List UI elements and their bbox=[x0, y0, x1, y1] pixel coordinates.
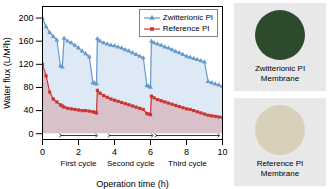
svg-text:120: 120 bbox=[18, 59, 33, 69]
html-text:Reference PI: Reference PI bbox=[162, 24, 210, 33]
html-text:Zwitterionic PI Membrane: Zwitterionic PI Membrane bbox=[254, 64, 306, 84]
svg-text:2: 2 bbox=[76, 147, 81, 157]
svg-text:0: 0 bbox=[28, 129, 33, 139]
svg-text:6: 6 bbox=[148, 147, 153, 157]
html-text:Zwitterionic PI: Zwitterionic PI bbox=[162, 13, 213, 22]
svg-text:80: 80 bbox=[23, 82, 33, 92]
svg-text:Third cycle: Third cycle bbox=[168, 159, 207, 168]
svg-text:First cycle: First cycle bbox=[61, 159, 98, 168]
svg-text:Water flux (L/M²h): Water flux (L/M²h) bbox=[2, 37, 12, 109]
svg-text:4: 4 bbox=[112, 147, 117, 157]
svg-text:Operation time (h): Operation time (h) bbox=[96, 179, 169, 189]
svg-text:Second cycle: Second cycle bbox=[107, 159, 155, 168]
svg-text:160: 160 bbox=[18, 36, 33, 46]
svg-text:200: 200 bbox=[18, 13, 33, 23]
svg-text:10: 10 bbox=[217, 147, 227, 157]
html-text:Reference PI Membrane: Reference PI Membrane bbox=[256, 158, 304, 178]
svg-text:8: 8 bbox=[184, 147, 189, 157]
svg-text:40: 40 bbox=[23, 105, 33, 115]
svg-text:0: 0 bbox=[40, 147, 45, 157]
